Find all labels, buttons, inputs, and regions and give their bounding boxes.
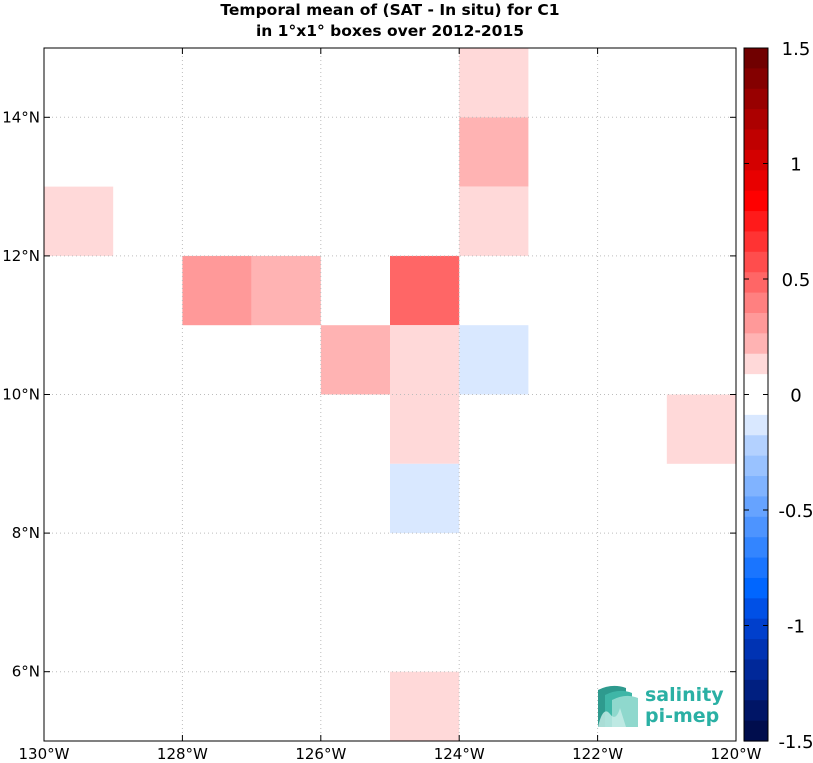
colorbar-ticks: 1.5 1 0.5 0 -0.5 -1 -1.5: [744, 39, 813, 753]
y-tick-label: 8°N: [12, 524, 40, 542]
colorbar-tick-label: -1: [787, 617, 805, 638]
colorbar-segment: [744, 476, 768, 498]
colorbar-segment: [744, 292, 768, 314]
heatmap-cells: [44, 48, 736, 741]
colorbar-segment: [744, 598, 768, 620]
colorbar-segment: [744, 659, 768, 681]
heatmap-cell: [459, 325, 529, 395]
x-tick-label: 128°W: [157, 745, 208, 763]
salinity-pi-mep-logo: salinity pi-mep: [598, 684, 724, 727]
colorbar-segment: [744, 516, 768, 538]
colorbar-tick-label: 1.5: [782, 39, 811, 60]
x-tick-label: 124°W: [434, 745, 485, 763]
colorbar-tick-label: -0.5: [778, 501, 813, 522]
heatmap-cell: [182, 255, 252, 326]
heatmap-cell: [390, 671, 460, 741]
colorbar-segment: [744, 68, 768, 90]
heatmap-cell: [44, 186, 114, 256]
x-tick-label: 126°W: [295, 745, 346, 763]
colorbar-segment: [744, 496, 768, 518]
x-tick-label: 120°W: [711, 745, 762, 763]
colorbar-tick-label: 0.5: [782, 270, 811, 291]
axis-ticks: 130°W 128°W 126°W 124°W 122°W 120°W 6°N 8°N 10°N…: [2, 48, 762, 763]
colorbar-segment: [744, 414, 768, 436]
logo-line-1: salinity: [645, 684, 724, 706]
colorbar-segment: [744, 312, 768, 334]
colorbar-segment: [744, 251, 768, 273]
colorbar-segment: [744, 333, 768, 355]
logo-waves-icon: [598, 685, 638, 727]
logo-line-2: pi-mep: [645, 705, 719, 727]
colorbar-segment: [744, 353, 768, 375]
colorbar-segment: [744, 211, 768, 233]
colorbar-segment: [744, 149, 768, 171]
heatmap-cell: [459, 186, 529, 256]
y-tick-label: 10°N: [2, 386, 40, 404]
colorbar-segment: [744, 129, 768, 151]
colorbar-segment: [744, 537, 768, 559]
colorbar-tick-label: 1: [790, 155, 801, 176]
y-tick-label: 14°N: [2, 108, 40, 126]
heatmap-cell: [666, 394, 736, 464]
heatmap-cell: [251, 255, 321, 326]
map-frame: [43, 47, 737, 742]
chart-title-line-1: Temporal mean of (SAT - In situ) for C1: [220, 1, 560, 19]
chart-title: Temporal mean of (SAT - In situ) for C1 …: [44, 0, 736, 42]
y-tick-label: 12°N: [2, 247, 40, 265]
colorbar-segment: [744, 679, 768, 701]
colorbar-tick-label: -1.5: [778, 732, 813, 753]
heatmap-cell: [459, 48, 529, 118]
heatmap-cell: [390, 463, 460, 534]
colorbar-segment: [744, 577, 768, 599]
heatmap-cell: [459, 117, 529, 187]
colorbar-segment: [744, 190, 768, 212]
colorbar-segment: [744, 639, 768, 661]
colorbar-segment: [744, 109, 768, 131]
colorbar-segment: [744, 231, 768, 253]
colorbar-segment: [744, 170, 768, 192]
chart-title-line-2: in 1°x1° boxes over 2012-2015: [255, 22, 525, 40]
x-tick-label: 130°W: [19, 745, 70, 763]
x-tick-label: 122°W: [572, 745, 623, 763]
colorbar-segment: [744, 374, 768, 396]
colorbar-segment: [744, 618, 768, 640]
colorbar-segment: [744, 557, 768, 579]
heatmap-cell: [390, 394, 460, 464]
colorbar-segment: [744, 88, 768, 110]
heatmap-cell: [320, 325, 390, 395]
colorbar-segment: [744, 435, 768, 457]
colorbar-segment: [744, 272, 768, 294]
colorbar-segment: [744, 720, 768, 742]
colorbar-tick-label: 0: [790, 386, 801, 407]
colorbar-segment: [744, 48, 768, 69]
heatmap-cell: [390, 325, 460, 395]
colorbar: [744, 48, 768, 742]
colorbar-segment: [744, 455, 768, 477]
heatmap-cell: [390, 255, 460, 326]
grid-lines: [44, 48, 736, 741]
colorbar-segment: [744, 394, 768, 416]
y-tick-label: 6°N: [12, 663, 40, 681]
colorbar-segment: [744, 700, 768, 722]
